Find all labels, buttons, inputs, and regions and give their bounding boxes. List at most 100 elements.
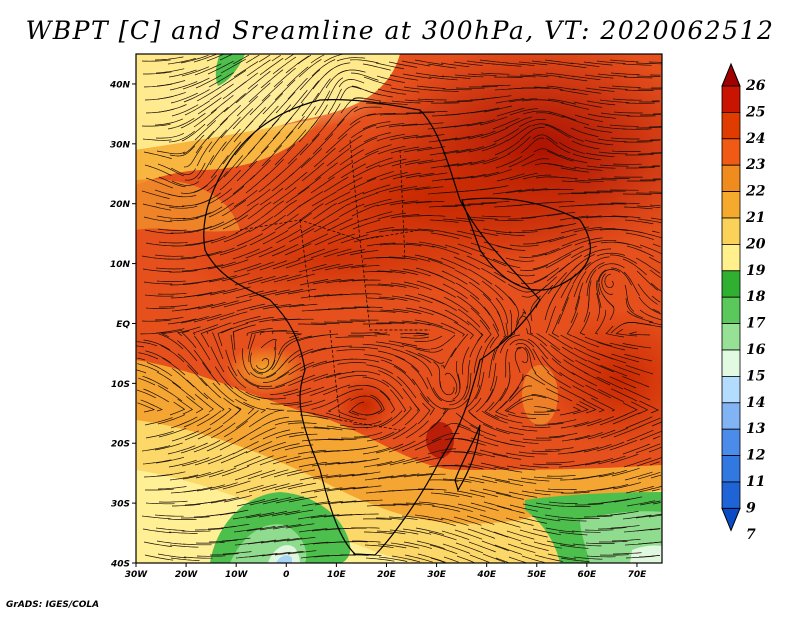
colorbar-bottom-arrow xyxy=(721,507,741,532)
streamline xyxy=(624,89,654,91)
streamline xyxy=(275,431,304,439)
streamline xyxy=(561,115,590,126)
streamline xyxy=(587,178,617,181)
streamline xyxy=(324,191,351,206)
streamline xyxy=(638,296,662,315)
streamline xyxy=(546,211,576,217)
streamline xyxy=(612,412,640,425)
streamline xyxy=(560,557,590,562)
lat-label: 20N xyxy=(110,200,131,210)
streamline xyxy=(260,338,277,351)
streamline xyxy=(275,304,305,309)
streamline xyxy=(561,505,591,507)
streamline xyxy=(171,104,199,117)
streamline xyxy=(144,294,174,297)
streamline xyxy=(349,513,379,516)
streamline xyxy=(470,171,499,179)
streamline xyxy=(652,502,661,505)
streamline xyxy=(650,474,662,479)
colorbar-segment xyxy=(721,243,741,272)
streamline xyxy=(572,403,589,415)
streamline xyxy=(235,290,264,299)
streamline xyxy=(221,465,250,477)
lat-label: 20S xyxy=(111,440,130,450)
streamline xyxy=(574,237,603,246)
streamline xyxy=(572,88,602,94)
lon-label: 30W xyxy=(125,570,149,580)
streamline xyxy=(505,116,533,129)
streamline xyxy=(192,324,219,336)
streamline xyxy=(521,555,545,563)
streamline xyxy=(271,443,300,452)
streamline xyxy=(275,158,298,179)
streamline xyxy=(354,432,383,438)
streamline xyxy=(223,93,246,113)
streamline xyxy=(403,86,433,91)
streamline xyxy=(483,169,512,178)
streamline xyxy=(186,396,204,414)
streamline xyxy=(247,539,277,545)
streamline xyxy=(157,414,186,425)
streamline xyxy=(413,332,429,337)
streamline xyxy=(509,309,513,338)
streamline xyxy=(158,427,187,438)
colorbar-label: 9 xyxy=(746,500,756,516)
streamline xyxy=(480,127,508,139)
streamline xyxy=(572,385,599,400)
colorbar-label: 23 xyxy=(745,157,766,173)
streamline xyxy=(349,346,379,350)
streamline xyxy=(504,399,521,414)
streamline xyxy=(391,295,421,302)
streamline xyxy=(505,517,534,526)
streamline xyxy=(247,201,272,220)
colorbar-label: 18 xyxy=(746,289,766,305)
streamline xyxy=(390,214,420,219)
streamline xyxy=(416,146,446,152)
streamline xyxy=(389,529,419,535)
streamline xyxy=(142,528,172,534)
streamline xyxy=(301,162,325,182)
streamline xyxy=(196,86,222,102)
streamline xyxy=(245,316,275,324)
streamline xyxy=(586,555,616,558)
streamline xyxy=(323,514,353,518)
streamline xyxy=(492,189,522,195)
streamline xyxy=(596,441,625,452)
streamline xyxy=(259,187,284,206)
streamline xyxy=(299,203,324,221)
streamline xyxy=(416,540,445,549)
streamline xyxy=(169,217,199,221)
streamline xyxy=(449,385,468,406)
streamline xyxy=(233,190,258,208)
wbpt-field xyxy=(136,54,662,563)
streamline xyxy=(338,411,367,420)
streamline xyxy=(622,343,652,349)
streamline xyxy=(270,401,300,405)
streamline xyxy=(236,233,263,247)
streamline xyxy=(167,257,197,260)
colorbar-top-arrow xyxy=(721,62,741,87)
streamline xyxy=(639,309,662,321)
streamline xyxy=(377,350,406,361)
streamline xyxy=(259,330,287,336)
streamline xyxy=(145,177,173,189)
streamline xyxy=(611,388,638,402)
streamline xyxy=(391,406,412,427)
streamline xyxy=(313,372,342,382)
streamline xyxy=(482,488,511,496)
streamline xyxy=(551,313,561,338)
streamline xyxy=(493,531,522,542)
streamline xyxy=(208,202,234,218)
streamline xyxy=(336,349,366,352)
streamline xyxy=(273,199,298,218)
streamline xyxy=(575,359,602,374)
streamline xyxy=(382,379,404,400)
streamline xyxy=(181,66,210,77)
streamline xyxy=(246,526,276,532)
streamline xyxy=(466,119,495,127)
streamline xyxy=(454,451,483,457)
streamline xyxy=(367,310,396,313)
streamline xyxy=(495,156,523,169)
streamline xyxy=(418,488,447,491)
streamline xyxy=(494,140,520,156)
